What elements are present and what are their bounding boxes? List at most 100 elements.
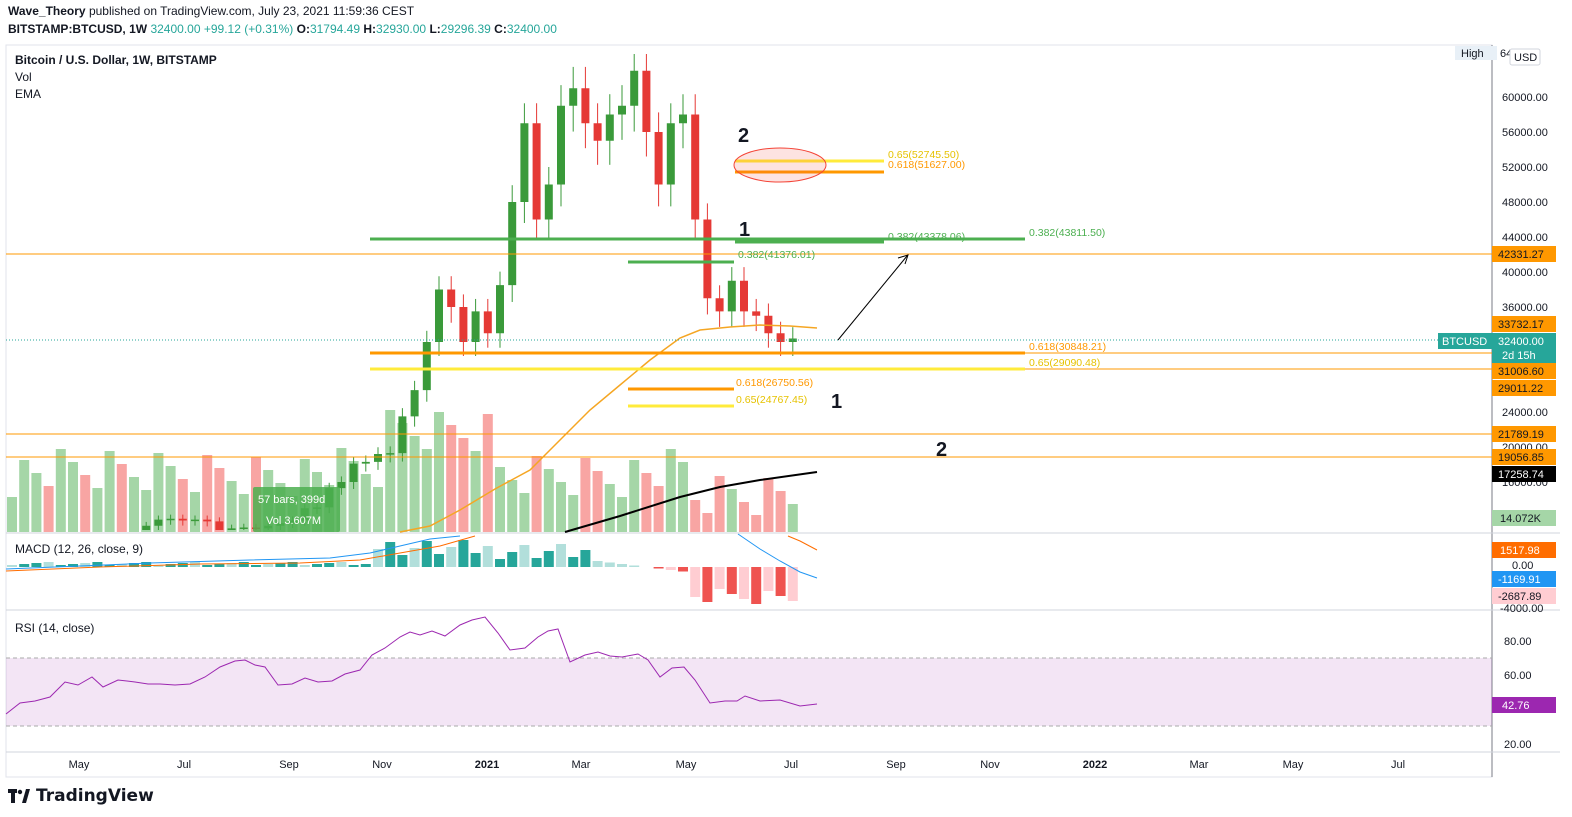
candle-body <box>191 519 199 522</box>
volume-bar <box>238 494 249 532</box>
low-value: 29296.39 <box>440 22 491 36</box>
macd-bar <box>299 565 310 567</box>
macd-bar <box>629 565 640 567</box>
candle-body <box>569 88 578 106</box>
fib-650-low-label: 0.65(24767.45) <box>736 394 807 406</box>
candle-body <box>142 525 151 530</box>
candle-body <box>422 342 431 391</box>
signal-line <box>5 535 476 572</box>
high-value: 64 <box>1500 48 1512 60</box>
ema-indicator-label[interactable]: EMA <box>15 87 42 101</box>
price-axis[interactable]: 60000.00 56000.00 52000.00 48000.00 44000.00… <box>1502 92 1548 489</box>
macd-bar <box>531 558 542 567</box>
open-value: 31794.49 <box>309 22 361 36</box>
volume-bar <box>409 436 420 532</box>
price-tick: 60000.00 <box>1502 92 1548 104</box>
volume-bar <box>458 438 469 532</box>
volume-bar <box>348 461 359 532</box>
time-tick: 2021 <box>475 759 499 771</box>
macd-bar <box>495 559 505 567</box>
macd-pane-label[interactable]: MACD (12, 26, close, 9) <box>15 542 143 556</box>
rsi-value: 42.76 <box>1502 700 1530 712</box>
badge-21789-text: 21789.19 <box>1498 429 1544 441</box>
volume-bar <box>202 455 213 532</box>
time-tick: Jul <box>177 759 191 771</box>
symbol-badge-text: BTCUSD <box>1442 336 1487 348</box>
volume-bar <box>360 474 371 532</box>
volume-bar <box>31 473 42 532</box>
last-price: 32400.00 <box>150 22 201 36</box>
macd-bar <box>80 563 91 567</box>
volume-bar <box>104 451 115 532</box>
badge-42331-text: 42331.27 <box>1498 249 1544 261</box>
candle-body <box>203 519 212 522</box>
projection-arrow[interactable] <box>837 255 908 341</box>
rsi-pane-label[interactable]: RSI (14, close) <box>15 621 94 635</box>
macd-bar <box>397 555 408 567</box>
price-tick: 48000.00 <box>1502 197 1548 209</box>
macd-line-recent <box>737 533 818 579</box>
macd-bar <box>739 567 749 599</box>
macd-bar <box>165 564 176 567</box>
macd-bar <box>458 540 469 567</box>
time-tick: Jul <box>1391 759 1405 771</box>
candle-body <box>776 333 785 342</box>
macd-bar <box>141 562 152 567</box>
candle-body <box>544 184 553 220</box>
candle-body <box>483 311 492 334</box>
volume-bar <box>19 460 30 532</box>
chart-title[interactable]: Bitcoin / U.S. Dollar, 1W, BITSTAMP <box>15 53 217 67</box>
high-label: H: <box>363 22 377 36</box>
fib-382-c-label: 0.382(41376.01) <box>738 249 815 261</box>
macd-bar <box>324 563 335 567</box>
volume-bar <box>55 449 66 532</box>
wave-2-upper-label: 2 <box>738 125 749 147</box>
volume-bar <box>495 467 505 532</box>
macd-bar <box>373 549 383 567</box>
macd-signal-value: 1517.98 <box>1500 545 1540 557</box>
volume-bar <box>470 451 481 532</box>
macd-bar <box>55 565 66 567</box>
publisher-name[interactable]: Wave_Theory <box>8 4 86 18</box>
publish-line: Wave_Theory published on TradingView.com… <box>8 4 414 18</box>
macd-bar <box>68 564 78 567</box>
macd-bar <box>714 567 725 589</box>
price-tick: 52000.00 <box>1502 162 1548 174</box>
candle-body <box>337 482 346 489</box>
macd-line <box>5 535 461 570</box>
macd-bar <box>43 562 54 567</box>
chart-canvas[interactable]: 0.65(52745.50) 0.618(51627.00) 0.382(433… <box>0 0 1572 780</box>
volume-bar <box>214 468 225 532</box>
rsi-tick-20: 20.00 <box>1504 739 1532 751</box>
footer-brand[interactable]: TradingView <box>8 786 154 806</box>
macd-bar <box>519 545 530 567</box>
macd-bar <box>665 567 676 570</box>
time-tick: Mar <box>1190 759 1209 771</box>
candle-body <box>703 219 712 299</box>
currency-button[interactable] <box>1509 48 1541 66</box>
wave-2-lower-label: 2 <box>936 439 947 461</box>
highlight-ellipse[interactable] <box>733 147 827 183</box>
volume-bar <box>531 456 542 532</box>
measure-box[interactable] <box>253 487 340 532</box>
badge-33732 <box>1492 316 1556 332</box>
time-tick: Sep <box>886 759 906 771</box>
last-price-badge <box>1492 333 1556 363</box>
candle-body <box>520 123 529 202</box>
time-axis[interactable]: May Jul Sep Nov 2021 Mar May Jul Sep Nov 2022 Mar Ma… <box>69 759 1405 771</box>
macd-bar <box>580 550 591 567</box>
volume-bar <box>641 473 652 532</box>
vol-indicator-label[interactable]: Vol <box>15 70 32 84</box>
macd-bar <box>129 563 139 567</box>
volume-bar <box>165 466 176 532</box>
macd-bar <box>202 565 213 567</box>
badge-29011-text: 29011.22 <box>1498 383 1543 395</box>
price-tick: 44000.00 <box>1502 232 1548 244</box>
volume-bar <box>690 500 701 532</box>
macd-bar <box>275 563 286 567</box>
candle-body <box>715 298 724 312</box>
macd-bar <box>678 567 688 572</box>
macd-bar <box>568 557 579 567</box>
symbol-label: BITSTAMP:BTCUSD, 1W <box>8 22 148 36</box>
badge-42331 <box>1492 246 1556 262</box>
